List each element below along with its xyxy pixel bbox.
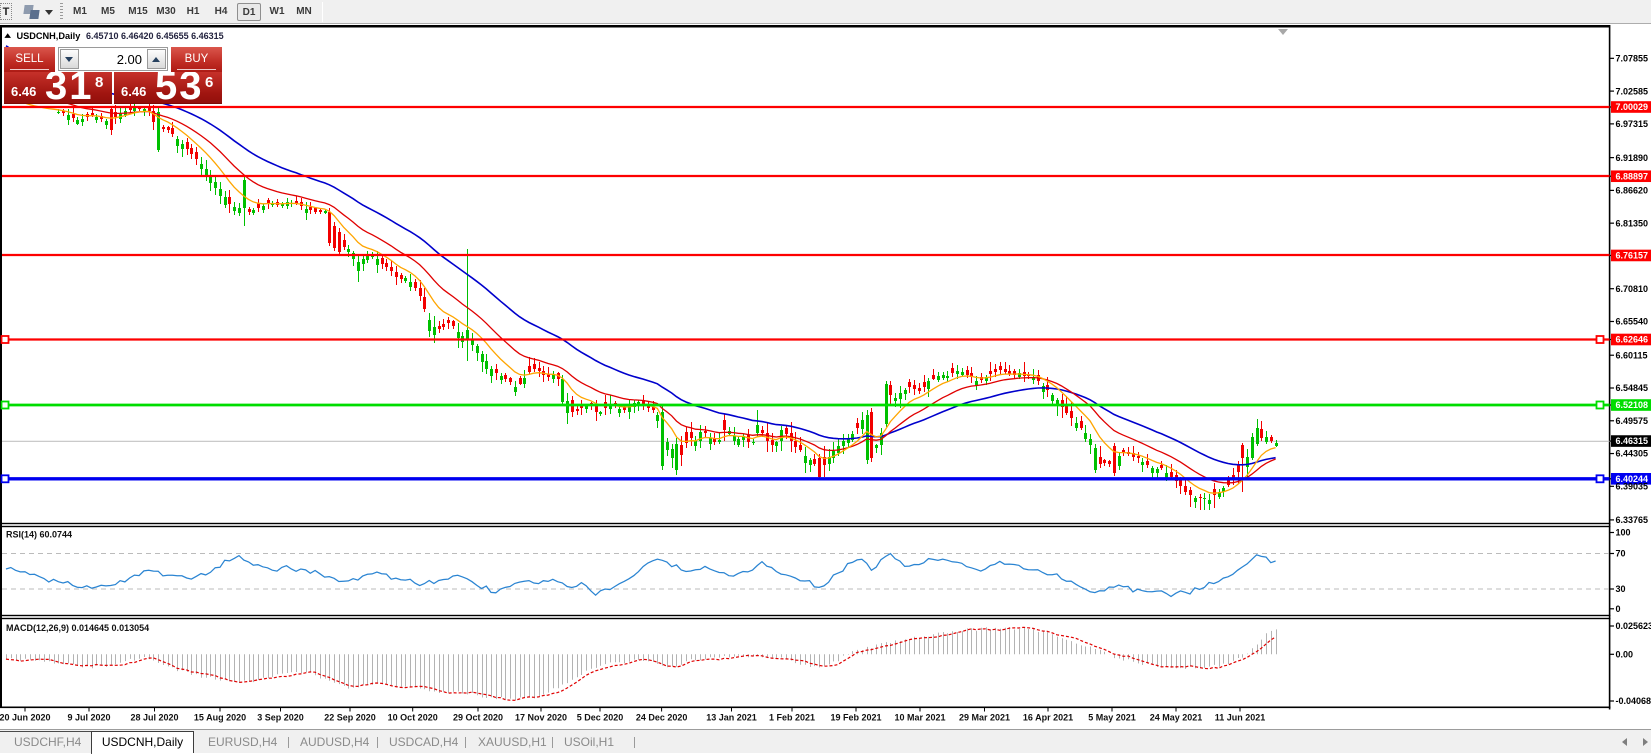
svg-text:15 Aug 2020: 15 Aug 2020 bbox=[194, 713, 246, 723]
svg-text:3 Sep 2020: 3 Sep 2020 bbox=[257, 713, 304, 723]
svg-text:6.65540: 6.65540 bbox=[1616, 317, 1649, 327]
svg-text:0.025623: 0.025623 bbox=[1616, 621, 1651, 631]
svg-text:5 Dec 2020: 5 Dec 2020 bbox=[577, 713, 624, 723]
svg-text:28 Jul 2020: 28 Jul 2020 bbox=[130, 713, 178, 723]
svg-text:13 Jan 2021: 13 Jan 2021 bbox=[706, 713, 757, 723]
svg-text:6.52108: 6.52108 bbox=[1616, 400, 1649, 410]
svg-text:22 Sep 2020: 22 Sep 2020 bbox=[324, 713, 376, 723]
svg-text:7.07855: 7.07855 bbox=[1616, 54, 1649, 64]
svg-text:17 Nov 2020: 17 Nov 2020 bbox=[515, 713, 567, 723]
svg-text:-0.040687: -0.040687 bbox=[1616, 696, 1651, 706]
svg-text:0: 0 bbox=[1616, 604, 1621, 614]
svg-text:7.00029: 7.00029 bbox=[1616, 102, 1649, 112]
svg-text:16 Apr 2021: 16 Apr 2021 bbox=[1023, 713, 1073, 723]
svg-text:29 Oct 2020: 29 Oct 2020 bbox=[453, 713, 503, 723]
svg-text:RSI(14) 60.0744: RSI(14) 60.0744 bbox=[6, 530, 72, 540]
svg-text:6.97315: 6.97315 bbox=[1616, 119, 1649, 129]
svg-text:6.81350: 6.81350 bbox=[1616, 218, 1649, 228]
svg-text:19 Feb 2021: 19 Feb 2021 bbox=[830, 713, 881, 723]
svg-text:24 Dec 2020: 24 Dec 2020 bbox=[636, 713, 688, 723]
svg-text:29 Mar 2021: 29 Mar 2021 bbox=[959, 713, 1010, 723]
svg-text:9 Jul 2020: 9 Jul 2020 bbox=[67, 713, 110, 723]
svg-text:6.91890: 6.91890 bbox=[1616, 153, 1649, 163]
svg-text:6.62646: 6.62646 bbox=[1616, 335, 1649, 345]
svg-text:6.76157: 6.76157 bbox=[1616, 251, 1649, 261]
svg-text:6.60115: 6.60115 bbox=[1616, 350, 1648, 360]
svg-text:6.88897: 6.88897 bbox=[1616, 171, 1649, 181]
svg-text:0.00: 0.00 bbox=[1616, 650, 1634, 660]
svg-text:6.70810: 6.70810 bbox=[1616, 284, 1649, 294]
svg-text:11 Jun 2021: 11 Jun 2021 bbox=[1215, 713, 1266, 723]
svg-text:70: 70 bbox=[1616, 549, 1626, 559]
svg-text:USDCNH,Daily: USDCNH,Daily bbox=[17, 31, 82, 41]
svg-text:6.44305: 6.44305 bbox=[1616, 449, 1649, 459]
svg-text:6.39035: 6.39035 bbox=[1616, 482, 1649, 492]
svg-text:6.86620: 6.86620 bbox=[1616, 186, 1649, 196]
svg-text:10 Oct 2020: 10 Oct 2020 bbox=[388, 713, 438, 723]
svg-text:7.02585: 7.02585 bbox=[1616, 86, 1649, 96]
svg-text:MACD(12,26,9) 0.014645 0.01305: MACD(12,26,9) 0.014645 0.013054 bbox=[6, 623, 149, 633]
svg-text:6.49575: 6.49575 bbox=[1616, 416, 1649, 426]
svg-text:6.46315: 6.46315 bbox=[1616, 436, 1649, 446]
svg-text:100: 100 bbox=[1616, 528, 1631, 538]
svg-text:5 May 2021: 5 May 2021 bbox=[1088, 713, 1136, 723]
svg-text:6.54845: 6.54845 bbox=[1616, 383, 1649, 393]
svg-text:20 Jun 2020: 20 Jun 2020 bbox=[0, 713, 51, 723]
svg-text:6.45710 6.46420 6.45655 6.4631: 6.45710 6.46420 6.45655 6.46315 bbox=[86, 31, 224, 41]
svg-text:1 Feb 2021: 1 Feb 2021 bbox=[769, 713, 815, 723]
svg-text:30: 30 bbox=[1616, 584, 1626, 594]
svg-text:24 May 2021: 24 May 2021 bbox=[1150, 713, 1203, 723]
svg-text:6.33765: 6.33765 bbox=[1616, 515, 1649, 525]
svg-text:10 Mar 2021: 10 Mar 2021 bbox=[894, 713, 945, 723]
